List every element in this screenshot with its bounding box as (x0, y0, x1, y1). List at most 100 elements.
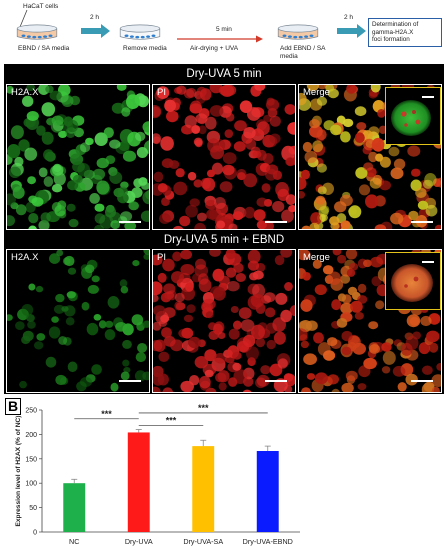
cell-nucleus (198, 125, 207, 135)
cell-nucleus (388, 146, 400, 157)
cell-nucleus (434, 224, 441, 229)
cell-nucleus (415, 187, 427, 198)
row1-h2ax-image: H2A.X (6, 84, 150, 230)
step3-time: 5 min (216, 26, 232, 33)
cell-nucleus (204, 349, 217, 362)
cell-nucleus (131, 187, 143, 198)
cell-nucleus (232, 362, 242, 371)
cell-nucleus (370, 85, 381, 93)
cell-nucleus (214, 353, 227, 364)
step4-caption-line1: Add EBND / SA (280, 45, 326, 52)
cell-nucleus (347, 286, 358, 296)
cell-nucleus (252, 150, 262, 158)
cell-nucleus (331, 388, 340, 392)
cell-nucleus (67, 267, 77, 275)
cell-nucleus (431, 374, 441, 387)
cell-nucleus (345, 250, 358, 260)
cell-nucleus (240, 319, 255, 332)
cell-nucleus (10, 125, 24, 140)
cell-nucleus (194, 356, 209, 369)
cell-nucleus (137, 343, 148, 353)
cell-nucleus (14, 156, 24, 167)
cell-nucleus (8, 166, 21, 178)
cell-nucleus (309, 119, 320, 129)
cell-nucleus (153, 105, 162, 119)
cell-nucleus (153, 321, 162, 331)
cell-nucleus (128, 201, 139, 211)
cell-nucleus (180, 250, 192, 260)
cell-nucleus (243, 127, 256, 139)
cell-nucleus (261, 183, 271, 193)
cell-nucleus (205, 116, 217, 130)
cell-nucleus (123, 367, 131, 373)
cell-nucleus (66, 203, 76, 212)
cell-nucleus (327, 337, 338, 347)
cell-nucleus (164, 99, 176, 112)
cell-nucleus (48, 326, 61, 339)
cell-nucleus (224, 129, 234, 138)
cell-nucleus (250, 293, 265, 308)
cell-nucleus (260, 365, 271, 375)
result-box: Determination of gamma-H2A.X foci format… (368, 18, 442, 47)
step1-caption: EBND / SA media (18, 45, 70, 52)
cell-nucleus (153, 294, 159, 303)
cell-nucleus (350, 300, 363, 313)
cell-nucleus (269, 133, 281, 144)
cell-nucleus (357, 295, 368, 304)
cell-nucleus (40, 212, 51, 223)
cell-nucleus (45, 85, 54, 94)
cell-nucleus (121, 107, 131, 117)
cell-nucleus (28, 225, 37, 229)
cell-nucleus (191, 125, 201, 134)
cell-nucleus (365, 194, 379, 209)
cell-nucleus (58, 336, 68, 345)
cell-nucleus (263, 292, 276, 303)
cell-nucleus (103, 127, 114, 138)
scale-bar (119, 221, 141, 223)
cell-nucleus (91, 275, 100, 283)
cell-nucleus (228, 223, 238, 229)
cell-nucleus (336, 318, 348, 328)
cell-nucleus (35, 285, 44, 293)
cell-nucleus (15, 321, 25, 330)
cell-nucleus (281, 145, 295, 161)
cell-nucleus (285, 194, 295, 205)
row2-h2ax-image: H2A.X (6, 249, 150, 393)
cell-nucleus (397, 382, 407, 392)
cell-nucleus (212, 162, 223, 175)
cell-nucleus (243, 173, 258, 188)
cell-nucleus (111, 102, 125, 114)
cell-nucleus (358, 184, 371, 196)
cell-nucleus (281, 209, 294, 223)
bar-dry-uva-sa (192, 446, 215, 532)
cell-nucleus (431, 386, 440, 392)
cell-nucleus (160, 136, 174, 151)
cell-nucleus (222, 152, 237, 165)
cell-nucleus (247, 250, 261, 264)
cell-nucleus (408, 210, 419, 221)
cell-nucleus (143, 253, 149, 260)
cell-nucleus (55, 374, 67, 386)
cell-nucleus (371, 137, 385, 152)
cell-nucleus (340, 274, 351, 284)
cell-nucleus (272, 317, 286, 332)
cell-nucleus (197, 212, 207, 222)
cell-nucleus (317, 186, 327, 195)
cell-nucleus (368, 321, 379, 330)
cell-nucleus (162, 387, 174, 392)
cell-nucleus (306, 85, 319, 92)
cell-nucleus (36, 125, 46, 136)
cell-nucleus (153, 133, 162, 144)
cells-pointer-line (19, 9, 28, 28)
cell-nucleus (43, 149, 54, 161)
significance-label: *** (166, 416, 177, 426)
cell-nucleus (377, 109, 386, 118)
cell-nucleus (363, 138, 376, 151)
row2-pi-label: PI (157, 252, 166, 263)
cell-nucleus (421, 383, 434, 392)
result-line1: Determination of (372, 21, 419, 28)
cell-nucleus (407, 145, 421, 157)
cell-nucleus (233, 141, 246, 152)
cell-nucleus (337, 254, 347, 264)
cell-nucleus (116, 85, 127, 91)
